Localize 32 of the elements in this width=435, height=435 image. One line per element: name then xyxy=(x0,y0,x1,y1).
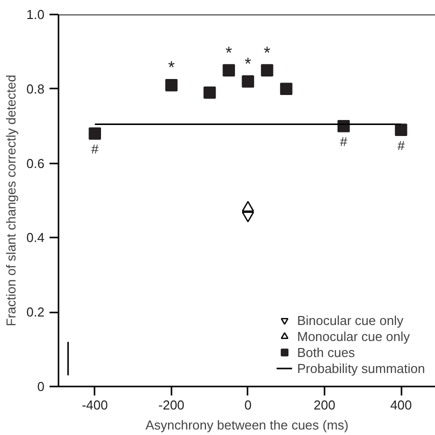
y-axis-title: Fraction of slant changes correctly detected xyxy=(3,74,18,326)
point xyxy=(280,82,292,96)
x-tick-label: 0 xyxy=(244,398,252,412)
x-tick-label: 200 xyxy=(314,398,336,412)
legend-label: Monocular cue only xyxy=(297,328,410,344)
legend-label: Probability summation xyxy=(297,360,425,376)
x-tick-label: 400 xyxy=(390,398,412,412)
annotation: # xyxy=(397,138,406,153)
y-tick-label: 0.4 xyxy=(26,230,45,246)
annotation: * xyxy=(226,43,233,62)
annotation: # xyxy=(91,142,100,157)
point xyxy=(260,64,274,76)
x-tick-label: -400 xyxy=(82,398,108,412)
point xyxy=(204,86,216,99)
point xyxy=(88,127,102,140)
legend-label: Binocular cue only xyxy=(297,312,404,328)
x-tick-label: -200 xyxy=(158,398,184,412)
annotation: # xyxy=(340,134,348,150)
y-tick-label: 0.2 xyxy=(26,304,45,320)
point xyxy=(394,124,408,136)
point xyxy=(242,75,254,88)
legend-label: Both cues xyxy=(297,344,355,360)
annotation: * xyxy=(264,43,271,62)
x-axis-title: Asynchrony between the cues (ms) xyxy=(145,418,349,432)
y-tick-label: 0.6 xyxy=(26,156,45,171)
annotation: * xyxy=(168,58,176,78)
y-tick-label: 0 xyxy=(37,379,45,394)
point xyxy=(165,79,178,92)
y-tick-label: 0.8 xyxy=(26,81,45,96)
annotation: * xyxy=(244,54,252,74)
point xyxy=(222,64,235,76)
y-tick-label: 1.0 xyxy=(26,7,45,22)
